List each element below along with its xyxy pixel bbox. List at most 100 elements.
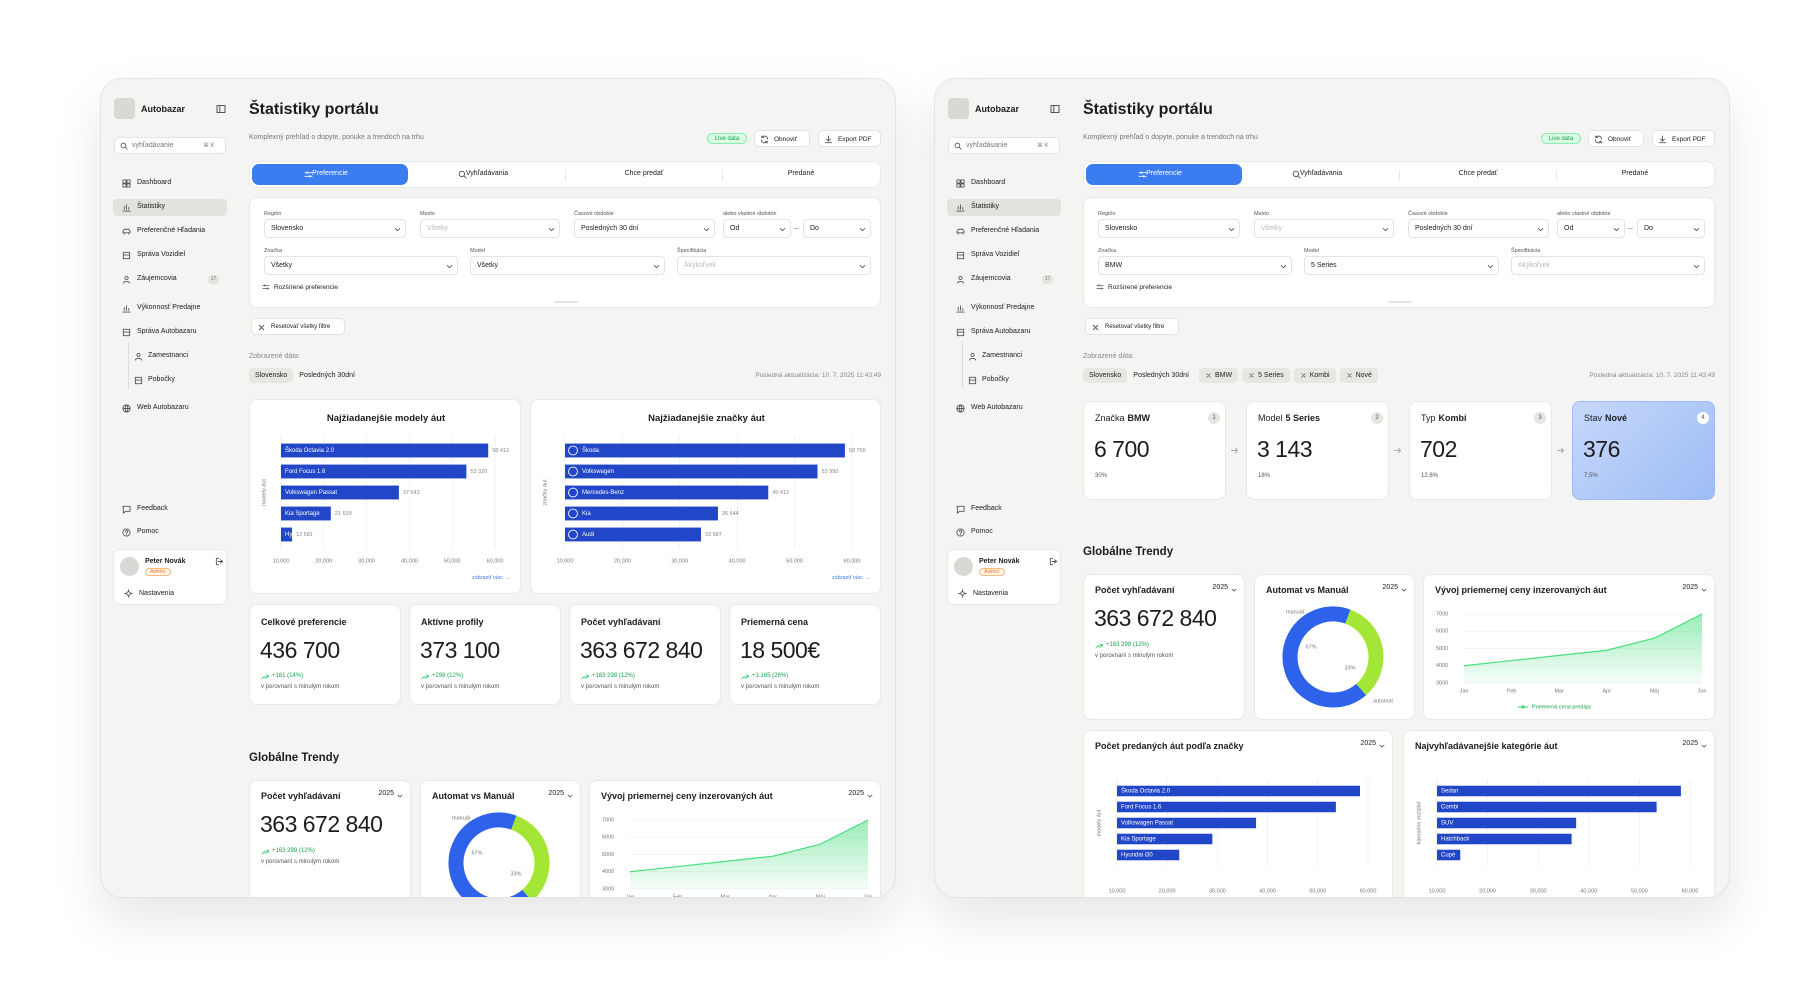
filter-select[interactable]: 5 Series xyxy=(1304,256,1499,275)
year-select[interactable]: 2025 xyxy=(1682,740,1698,747)
brand-logo xyxy=(568,466,578,477)
export-button[interactable]: Export PDF xyxy=(818,130,881,147)
show-more-link[interactable]: zobraziť viac → xyxy=(471,575,510,581)
filter-select[interactable]: Akýkoľvek xyxy=(1511,256,1705,275)
refresh-button[interactable]: Obnoviť xyxy=(754,130,810,147)
nav-item[interactable]: Preferenčné Hľadania xyxy=(947,223,1061,240)
filter-select[interactable]: Všetky xyxy=(1254,219,1394,238)
reset-button[interactable]: Resetovať všetky filtre xyxy=(251,318,345,335)
tab[interactable]: Preferencie xyxy=(252,164,408,185)
icon xyxy=(1206,373,1211,378)
filter-select[interactable]: Slovensko xyxy=(1098,219,1240,238)
nav-item[interactable]: Feedback xyxy=(113,501,227,518)
nav-item[interactable]: Pobočky xyxy=(113,372,227,389)
nav-item[interactable]: Záujemcovia 17 xyxy=(947,271,1061,288)
nav-item[interactable]: Feedback xyxy=(947,501,1061,518)
nav-item[interactable]: Správa Autobazaru xyxy=(947,324,1061,341)
filter-select[interactable]: Posledných 30 dní xyxy=(1408,219,1549,238)
year-select[interactable]: 2025 xyxy=(378,790,394,797)
button-label: Obnoviť xyxy=(1608,136,1632,143)
nav-item[interactable]: Pobočky xyxy=(947,372,1061,389)
filter-select[interactable]: Všetky xyxy=(420,219,560,238)
icon-path xyxy=(122,275,131,284)
nav-item[interactable]: Web Autobazaru xyxy=(947,400,1061,417)
funnel-step: 3 xyxy=(1534,412,1546,424)
nav-label: Zamestnanci xyxy=(982,352,1023,359)
collapse-button[interactable] xyxy=(1050,104,1060,114)
advanced-toggle[interactable]: Rozšírené preferencie xyxy=(1096,282,1186,293)
tab[interactable]: Vyhľadávania xyxy=(409,164,565,185)
logout-button[interactable] xyxy=(1049,557,1058,566)
nav-item[interactable]: Pomoc xyxy=(113,524,227,541)
search-box[interactable]: vyhľadávanie ⌘ K xyxy=(948,137,1060,154)
search-box[interactable]: vyhľadávanie ⌘ K xyxy=(114,137,226,154)
filter-select[interactable]: Slovensko xyxy=(264,219,406,238)
x-tick-label: 60,000 xyxy=(1682,888,1699,894)
filter-select[interactable]: BMW xyxy=(1098,256,1292,275)
nav-item[interactable]: Správa Vozidiel xyxy=(113,247,227,264)
nav-item[interactable]: Dashboard xyxy=(113,175,227,192)
y-tick-label: 4000 xyxy=(602,869,614,875)
filter-select[interactable]: Od xyxy=(1557,219,1625,238)
tab[interactable]: Predané xyxy=(1557,164,1713,185)
filter-select[interactable]: Do xyxy=(1637,219,1705,238)
settings-link[interactable]: Nastavenia xyxy=(120,588,220,600)
year-select[interactable]: 2025 xyxy=(1212,584,1228,591)
kpi-change: +1 165 (26%) xyxy=(752,673,789,679)
brand-logo xyxy=(568,529,578,540)
icon-path xyxy=(1095,644,1103,649)
tab[interactable]: Chce predať xyxy=(1400,164,1556,185)
year-select[interactable]: 2025 xyxy=(848,790,864,797)
kpi-value: 373 100 xyxy=(420,637,500,663)
year-select[interactable]: 2025 xyxy=(1360,740,1376,747)
user-card: Peter Novák Admin Nastavenia xyxy=(947,549,1061,605)
nav-item[interactable]: Pomoc xyxy=(947,524,1061,541)
reset-button[interactable]: Resetovať všetky filtre xyxy=(1085,318,1179,335)
filter-select[interactable]: Posledných 30 dní xyxy=(574,219,715,238)
filter-select[interactable]: Všetky xyxy=(264,256,458,275)
tab[interactable]: Preferencie xyxy=(1086,164,1242,185)
filter-select[interactable]: Do xyxy=(803,219,871,238)
nav-label: Preferenčné Hľadania xyxy=(971,227,1040,234)
nav-label: Preferenčné Hľadania xyxy=(137,227,206,234)
icon xyxy=(122,328,131,337)
year-select[interactable]: 2025 xyxy=(1682,584,1698,591)
nav-item[interactable]: Web Autobazaru xyxy=(113,400,227,417)
refresh-button[interactable]: Obnoviť xyxy=(1588,130,1644,147)
nav-item[interactable]: Výkonnosť Predajne xyxy=(947,300,1061,317)
icon xyxy=(1231,588,1237,592)
filter-select[interactable]: Od xyxy=(723,219,791,238)
funnel-count: 3 143 xyxy=(1257,436,1313,462)
filter-select[interactable]: Akýkoľvek xyxy=(677,256,871,275)
collapse-button[interactable] xyxy=(216,104,226,114)
icon xyxy=(1228,227,1235,232)
nav-item[interactable]: Štatistiky xyxy=(113,199,227,216)
nav-label: Zamestnanci xyxy=(148,352,189,359)
tab[interactable]: Chce predať xyxy=(566,164,722,185)
funnel-label-prefix: Typ xyxy=(1421,413,1436,423)
export-button[interactable]: Export PDF xyxy=(1652,130,1715,147)
filter-select[interactable]: Všetky xyxy=(470,256,665,275)
nav-item[interactable]: Výkonnosť Predajne xyxy=(113,300,227,317)
advanced-toggle[interactable]: Rozšírené preferencie xyxy=(262,282,352,293)
tab[interactable]: Predané xyxy=(723,164,879,185)
nav-item[interactable]: Zamestnanci xyxy=(947,348,1061,365)
icon xyxy=(458,170,467,179)
year-select[interactable]: 2025 xyxy=(1382,584,1398,591)
logout-button[interactable] xyxy=(215,557,224,566)
select-value: BMW xyxy=(1105,262,1123,269)
nav-item[interactable]: Preferenčné Hľadania xyxy=(113,223,227,240)
settings-link[interactable]: Nastavenia xyxy=(954,588,1054,600)
nav-item[interactable]: Štatistiky xyxy=(947,199,1061,216)
nav-item[interactable]: Správa Vozidiel xyxy=(947,247,1061,264)
show-more-link[interactable]: zobraziť viac → xyxy=(831,575,870,581)
tab[interactable]: Vyhľadávania xyxy=(1243,164,1399,185)
nav-item[interactable]: Dashboard xyxy=(947,175,1061,192)
nav-item[interactable]: Zamestnanci xyxy=(113,348,227,365)
icon-path xyxy=(394,227,401,232)
x-tick-label: Máj xyxy=(816,894,825,898)
nav-item[interactable]: Správa Autobazaru xyxy=(113,324,227,341)
select-value: Od xyxy=(730,225,740,232)
nav-item[interactable]: Záujemcovia 17 xyxy=(113,271,227,288)
year-select[interactable]: 2025 xyxy=(548,790,564,797)
